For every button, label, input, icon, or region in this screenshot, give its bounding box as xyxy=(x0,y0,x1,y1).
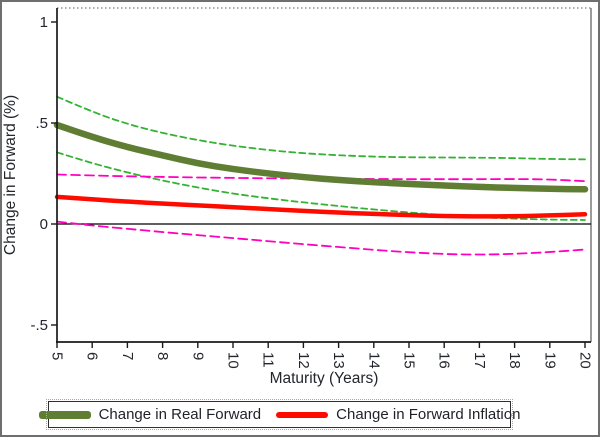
series-path-forward-inflation-ci-lower xyxy=(56,220,586,256)
legend-label-real-forward: Change in Real Forward xyxy=(98,406,262,423)
legend: Change in Real Forward Change in Forward… xyxy=(38,399,520,430)
y-tick-label: .5 xyxy=(35,115,48,132)
y-tick-label: 0 xyxy=(40,216,48,233)
x-tick-label: 9 xyxy=(189,352,206,360)
x-tick-label: 7 xyxy=(119,352,136,360)
x-tick-label: 15 xyxy=(401,352,418,369)
y-axis-title: Change in Forward (%) xyxy=(2,95,19,255)
x-tick-label: 13 xyxy=(330,352,347,369)
x-tick-label: 12 xyxy=(295,352,312,369)
x-tick-label: 20 xyxy=(577,352,594,369)
x-tick-label: 17 xyxy=(471,352,488,369)
x-tick-label: 14 xyxy=(365,352,382,369)
chart-layer: 1 .5 0 -.5 5 6 7 8 9 10 11 12 13 14 15 16 17 18 19 20 xyxy=(30,7,594,369)
series-path-forward-inflation-ci-upper xyxy=(56,173,586,183)
x-tick-label: 11 xyxy=(260,352,277,368)
x-tick-label: 6 xyxy=(84,352,101,360)
y-tick-label: 1 xyxy=(40,14,48,31)
x-tick-label: 8 xyxy=(154,352,171,360)
x-tick-label: 18 xyxy=(506,352,523,369)
legend-label-forward-inflation: Change in Forward Inflation xyxy=(336,406,521,423)
x-tick-label: 19 xyxy=(541,352,558,369)
legend-item-real-forward: Change in Real Forward xyxy=(38,406,262,423)
x-axis-title: Maturity (Years) xyxy=(270,370,379,387)
legend-swatch-forward-inflation xyxy=(276,411,329,418)
legend-swatch-real-forward xyxy=(38,410,91,419)
series-path-change-in-real-forward xyxy=(53,121,589,193)
x-tick-label: 10 xyxy=(225,352,242,369)
legend-item-forward-inflation: Change in Forward Inflation xyxy=(276,406,520,423)
x-tick-label: 16 xyxy=(436,352,453,369)
x-tick-label: 5 xyxy=(49,352,66,360)
series-path-change-in-forward-inflation xyxy=(54,194,588,219)
series-path-real-forward-ci-upper xyxy=(56,95,586,161)
y-tick-label: -.5 xyxy=(30,317,48,334)
